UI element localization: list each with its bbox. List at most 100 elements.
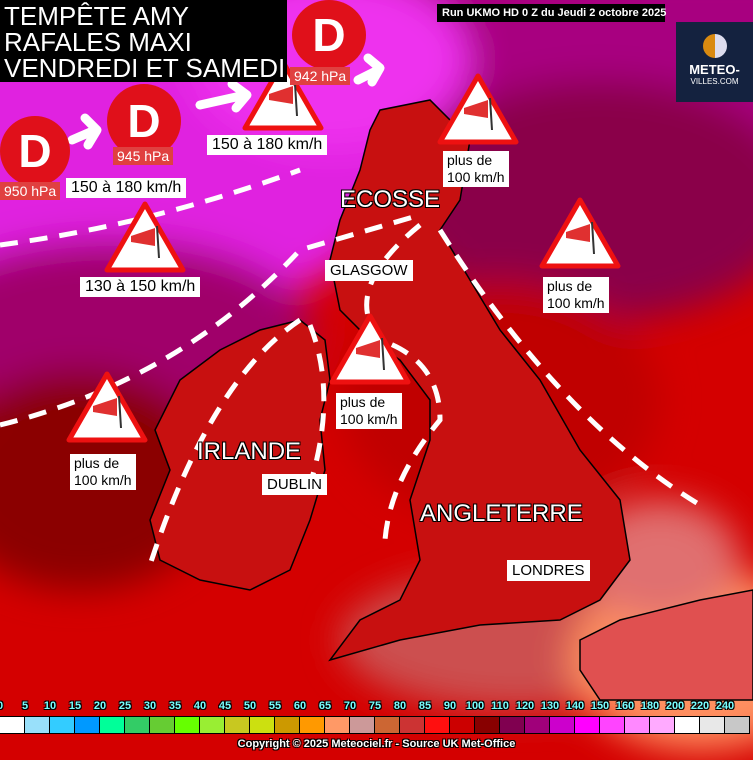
legend-swatch xyxy=(675,716,700,734)
legend-swatch xyxy=(50,716,75,734)
legend-swatch xyxy=(425,716,450,734)
legend-swatch xyxy=(175,716,200,734)
legend-tick: 60 xyxy=(293,700,307,712)
legend-tick: 120 xyxy=(515,700,535,712)
legend-swatch xyxy=(725,716,750,734)
legend-swatch xyxy=(25,716,50,734)
legend-tick: 0 xyxy=(0,700,3,712)
legend-tick: 45 xyxy=(218,700,232,712)
title-line: RAFALES MAXI xyxy=(4,27,192,57)
legend-tick: 80 xyxy=(393,700,407,712)
legend-tick: 50 xyxy=(243,700,257,712)
wind-label: plus de 100 km/h xyxy=(336,393,402,429)
legend-swatch xyxy=(700,716,725,734)
wind-label-line: plus de xyxy=(547,278,593,294)
legend-tick: 65 xyxy=(318,700,332,712)
city-label-dublin: DUBLIN xyxy=(262,474,328,495)
legend-swatch xyxy=(125,716,150,734)
wind-label: 130 à 150 km/h xyxy=(80,277,201,297)
legend-tick: 180 xyxy=(640,700,660,712)
wind-label: plus de 100 km/h xyxy=(443,151,509,187)
wind-label-line: 100 km/h xyxy=(74,472,132,488)
wind-label-line: plus de xyxy=(74,455,120,471)
legend-swatch xyxy=(275,716,300,734)
legend-swatch xyxy=(325,716,350,734)
legend-swatch xyxy=(250,716,275,734)
low-pressure-marker: D xyxy=(0,116,70,186)
copyright: Copyright © 2025 Meteociel.fr - Source U… xyxy=(237,738,516,750)
legend-swatch xyxy=(450,716,475,734)
logo-subtext: VILLES.COM xyxy=(690,77,739,86)
wind-label-line: 100 km/h xyxy=(547,295,605,311)
wind-label-line: 100 km/h xyxy=(340,411,398,427)
legend-swatch xyxy=(350,716,375,734)
city-label-glasgow: GLASGOW xyxy=(325,260,413,281)
legend-tick: 150 xyxy=(590,700,610,712)
logo-text: METEO- xyxy=(689,62,740,77)
legend-swatch xyxy=(75,716,100,734)
pressure-label: 950 hPa xyxy=(0,182,61,200)
legend-tick: 40 xyxy=(193,700,207,712)
legend-tick: 100 xyxy=(465,700,485,712)
legend-tick: 160 xyxy=(615,700,635,712)
meteo-villes-logo: METEO- VILLES.COM xyxy=(676,22,753,102)
sun-moon-icon xyxy=(702,34,727,58)
legend-tick: 55 xyxy=(268,700,282,712)
wind-label-line: plus de xyxy=(447,152,493,168)
legend-swatch xyxy=(575,716,600,734)
legend-swatch xyxy=(150,716,175,734)
legend-swatch xyxy=(200,716,225,734)
legend-tick: 110 xyxy=(491,700,509,712)
legend-swatch xyxy=(500,716,525,734)
legend-swatch xyxy=(625,716,650,734)
wind-label: plus de 100 km/h xyxy=(70,454,136,490)
legend-swatch xyxy=(650,716,675,734)
wind-label: 150 à 180 km/h xyxy=(66,178,187,198)
legend-tick: 35 xyxy=(168,700,182,712)
legend-swatch xyxy=(225,716,250,734)
legend-swatch xyxy=(100,716,125,734)
title-line: TEMPÊTE AMY xyxy=(4,1,189,31)
legend-swatch xyxy=(550,716,575,734)
wind-label: 150 à 180 km/h xyxy=(207,135,328,155)
legend-tick: 220 xyxy=(690,700,710,712)
legend-tick: 30 xyxy=(143,700,157,712)
region-label-angleterre: ANGLETERRE xyxy=(420,500,583,527)
legend-swatch xyxy=(375,716,400,734)
legend-tick: 70 xyxy=(343,700,357,712)
region-label-ecosse: ECOSSE xyxy=(340,186,441,213)
title-line: VENDREDI ET SAMEDI xyxy=(4,53,286,83)
wind-label: plus de 100 km/h xyxy=(543,277,609,313)
legend-tick: 15 xyxy=(68,700,82,712)
pressure-label: 942 hPa xyxy=(290,67,351,85)
legend-swatch xyxy=(300,716,325,734)
legend-tick: 25 xyxy=(118,700,132,712)
legend-tick: 130 xyxy=(540,700,560,712)
run-header: Run UKMO HD 0 Z du Jeudi 2 octobre 2025 xyxy=(437,4,666,22)
color-legend xyxy=(0,716,753,734)
city-label-londres: LONDRES xyxy=(507,560,590,581)
legend-tick: 5 xyxy=(21,700,29,712)
legend-tick: 85 xyxy=(418,700,432,712)
legend-swatch xyxy=(600,716,625,734)
pressure-label: 945 hPa xyxy=(113,147,174,165)
wind-label-line: plus de xyxy=(340,394,386,410)
low-pressure-marker: D xyxy=(292,0,366,70)
region-label-irlande: IRLANDE xyxy=(197,438,302,465)
legend-swatch xyxy=(400,716,425,734)
legend-swatch xyxy=(475,716,500,734)
legend-tick: 200 xyxy=(665,700,685,712)
legend-swatch xyxy=(0,716,25,734)
legend-tick: 20 xyxy=(93,700,107,712)
legend-tick: 10 xyxy=(43,700,57,712)
legend-swatch xyxy=(525,716,550,734)
title-box: TEMPÊTE AMY RAFALES MAXI VENDREDI ET SAM… xyxy=(0,0,287,82)
legend-tick: 90 xyxy=(443,700,457,712)
coastline xyxy=(149,99,753,701)
low-pressure-marker: D xyxy=(107,84,181,158)
wind-label-line: 100 km/h xyxy=(447,169,505,185)
legend-tick: 75 xyxy=(368,700,382,712)
legend-tick: 240 xyxy=(715,700,735,712)
legend-tick: 140 xyxy=(565,700,585,712)
